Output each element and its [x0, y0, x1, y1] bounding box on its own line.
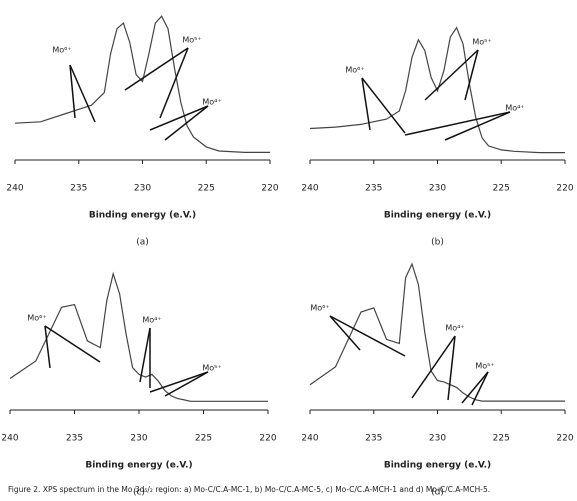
annotation: Mo⁴⁺	[505, 104, 524, 113]
x-tick-label: 235	[66, 434, 83, 444]
x-tick-label: 230	[130, 434, 147, 444]
panel-label: (a)	[136, 238, 149, 248]
annotation: Mo⁶⁺	[310, 304, 329, 313]
x-tick-label: 230	[134, 184, 151, 194]
annotation: Mo⁴⁺	[142, 316, 161, 325]
pointer	[411, 335, 456, 399]
spectrum-line	[309, 262, 565, 402]
caption: Figure 2. XPS spectrum in the Mo 3d₅/₂ r…	[8, 485, 490, 494]
pointer	[69, 64, 96, 123]
x-tick-label: 220	[556, 434, 573, 444]
panel-label: (d)	[431, 488, 444, 498]
pointer	[159, 47, 189, 119]
spectrum-line	[309, 26, 565, 154]
pointer	[361, 77, 371, 131]
pointer	[464, 49, 479, 101]
x-tick-label: 220	[556, 184, 573, 194]
pointer	[164, 105, 209, 141]
pointer	[471, 371, 489, 406]
x-tick-label: 225	[493, 184, 510, 194]
x-tick-label: 235	[365, 184, 382, 194]
x-tick-label: 225	[493, 434, 510, 444]
pointer	[461, 371, 489, 404]
annotation: Mo⁵⁺	[182, 36, 201, 45]
pointer	[44, 325, 101, 363]
annotation: Mo⁴⁺	[202, 98, 221, 107]
x-tick-label: 220	[261, 184, 278, 194]
spectrum-line	[14, 15, 270, 153]
pointer	[149, 105, 209, 131]
spectrum-line	[9, 271, 268, 402]
x-tick-label: 240	[1, 434, 18, 444]
annotation: Mo⁶⁺	[52, 46, 71, 55]
pointer	[329, 315, 361, 351]
pointer	[149, 371, 209, 393]
pointer	[329, 315, 406, 357]
x-tick-label: 225	[195, 434, 212, 444]
x-tick-label: 235	[70, 184, 87, 194]
x-axis-label: Binding energy (e.V.)	[85, 461, 192, 471]
panel-label: (c)	[133, 488, 145, 498]
x-tick-label: 220	[259, 434, 276, 444]
pointer	[69, 64, 76, 119]
x-tick-label: 230	[429, 184, 446, 194]
annotation: Mo⁶⁺	[345, 66, 364, 75]
annotation: Mo⁵⁺	[475, 362, 494, 371]
annotation: Mo⁶⁺	[27, 314, 46, 323]
panel-label: (b)	[431, 238, 444, 248]
x-tick-label: 230	[429, 434, 446, 444]
x-axis-label: Binding energy (e.V.)	[384, 461, 491, 471]
annotation: Mo⁴⁺	[445, 324, 464, 333]
pointer	[444, 111, 511, 141]
pointer	[164, 371, 209, 397]
pointer	[404, 111, 511, 136]
x-tick-label: 235	[365, 434, 382, 444]
x-tick-label: 225	[198, 184, 215, 194]
pointer	[424, 49, 479, 101]
annotation: Mo⁵⁺	[472, 38, 491, 47]
x-axis-label: Binding energy (e.V.)	[89, 211, 196, 221]
x-tick-label: 240	[301, 184, 318, 194]
pointer	[139, 327, 151, 383]
pointer	[44, 325, 51, 369]
pointer	[447, 335, 456, 401]
pointer	[361, 77, 406, 134]
pointer	[124, 47, 189, 91]
x-tick-label: 240	[301, 434, 318, 444]
x-axis-label: Binding energy (e.V.)	[384, 211, 491, 221]
annotation: Mo⁵⁺	[202, 364, 221, 373]
x-tick-label: 240	[6, 184, 23, 194]
